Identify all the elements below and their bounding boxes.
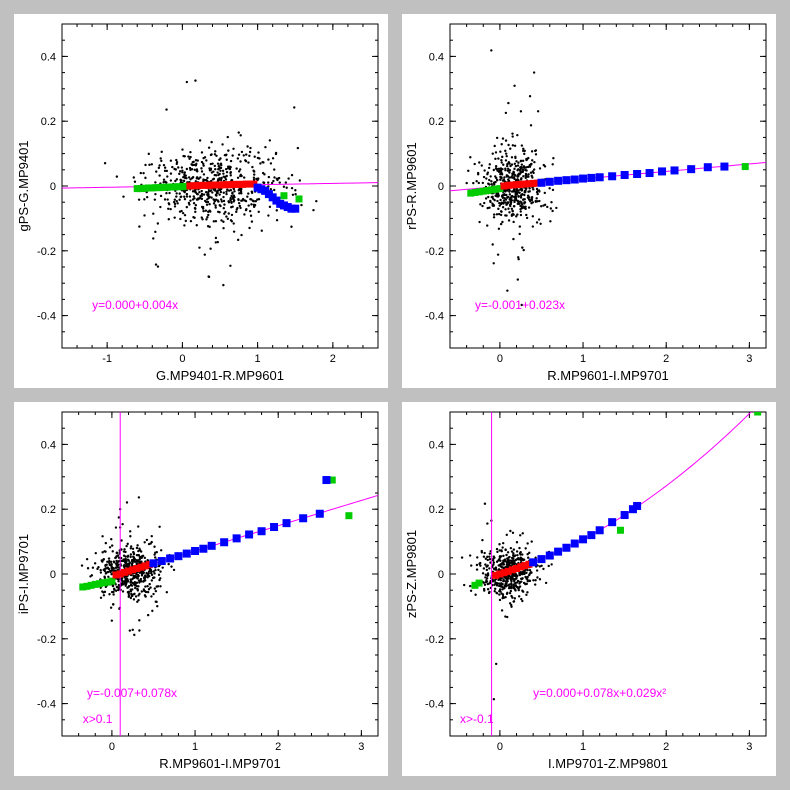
svg-text:0: 0 — [50, 569, 56, 581]
xlabel: R.MP9601-I.MP9701 — [547, 368, 668, 383]
ylabel: gPS-G.MP9401 — [16, 140, 31, 231]
svg-text:0: 0 — [50, 181, 56, 193]
xlabel: R.MP9601-I.MP9701 — [159, 756, 280, 771]
fit-constraint: x>0.1 — [83, 712, 113, 726]
svg-text:0.4: 0.4 — [429, 439, 444, 451]
svg-text:0.4: 0.4 — [41, 51, 56, 63]
fit-formula: y=0.000+0.078x+0.029x² — [533, 686, 666, 700]
svg-text:0: 0 — [438, 569, 444, 581]
svg-text:0.2: 0.2 — [41, 116, 56, 128]
svg-text:-0.4: -0.4 — [37, 311, 56, 323]
fit-formula: y=-0.001+0.023x — [475, 298, 565, 312]
panel-3: 0 1 2 3 -0.4 -0.2 0 0.2 0.4 I.MP9701-Z.MP9801 zPS-… — [402, 402, 776, 776]
svg-text:0: 0 — [109, 741, 115, 753]
svg-text:0: 0 — [438, 181, 444, 193]
svg-text:-0.4: -0.4 — [425, 699, 444, 711]
panel-0: -1 0 1 2 -0.4 -0.2 0 0.2 0.4 G.MP9401-R.MP9601 gPS… — [14, 14, 388, 388]
svg-text:2: 2 — [275, 741, 281, 753]
svg-text:0: 0 — [497, 353, 503, 365]
svg-text:1: 1 — [255, 353, 261, 365]
fit-formula: y=-0.007+0.078x — [87, 686, 177, 700]
fit-formula: y=0.000+0.004x — [92, 298, 178, 312]
svg-text:-0.2: -0.2 — [37, 634, 56, 646]
svg-text:-0.2: -0.2 — [37, 246, 56, 258]
svg-text:0.2: 0.2 — [41, 504, 56, 516]
svg-text:2: 2 — [663, 741, 669, 753]
xlabel: G.MP9401-R.MP9601 — [156, 368, 284, 383]
ylabel: rPS-R.MP9601 — [404, 142, 419, 229]
fit-constraint: x>-0.1 — [460, 712, 494, 726]
svg-text:-0.4: -0.4 — [37, 699, 56, 711]
svg-text:0: 0 — [497, 741, 503, 753]
svg-text:0.2: 0.2 — [429, 116, 444, 128]
svg-text:3: 3 — [358, 741, 364, 753]
svg-text:1: 1 — [580, 353, 586, 365]
svg-text:2: 2 — [663, 353, 669, 365]
xlabel: I.MP9701-Z.MP9801 — [548, 756, 668, 771]
svg-text:1: 1 — [580, 741, 586, 753]
svg-text:0.4: 0.4 — [429, 51, 444, 63]
svg-text:0: 0 — [179, 353, 185, 365]
ylabel: zPS-Z.MP9801 — [404, 530, 419, 618]
svg-text:-1: -1 — [102, 353, 112, 365]
panel-1: 0 1 2 3 -0.4 -0.2 0 0.2 0.4 R.MP9601-I.MP9701 rPS-… — [402, 14, 776, 388]
svg-text:3: 3 — [746, 353, 752, 365]
svg-text:-0.2: -0.2 — [425, 634, 444, 646]
svg-text:-0.4: -0.4 — [425, 311, 444, 323]
svg-text:1: 1 — [192, 741, 198, 753]
svg-text:3: 3 — [746, 741, 752, 753]
ylabel: iPS-I.MP9701 — [16, 534, 31, 614]
svg-text:-0.2: -0.2 — [425, 246, 444, 258]
svg-text:0.4: 0.4 — [41, 439, 56, 451]
panel-grid: -1 0 1 2 -0.4 -0.2 0 0.2 0.4 G.MP9401-R.MP9601 gPS… — [0, 0, 790, 790]
svg-text:2: 2 — [330, 353, 336, 365]
svg-text:0.2: 0.2 — [429, 504, 444, 516]
panel-2: 0 1 2 3 -0.4 -0.2 0 0.2 0.4 R.MP9601-I.MP9701 iPS-… — [14, 402, 388, 776]
